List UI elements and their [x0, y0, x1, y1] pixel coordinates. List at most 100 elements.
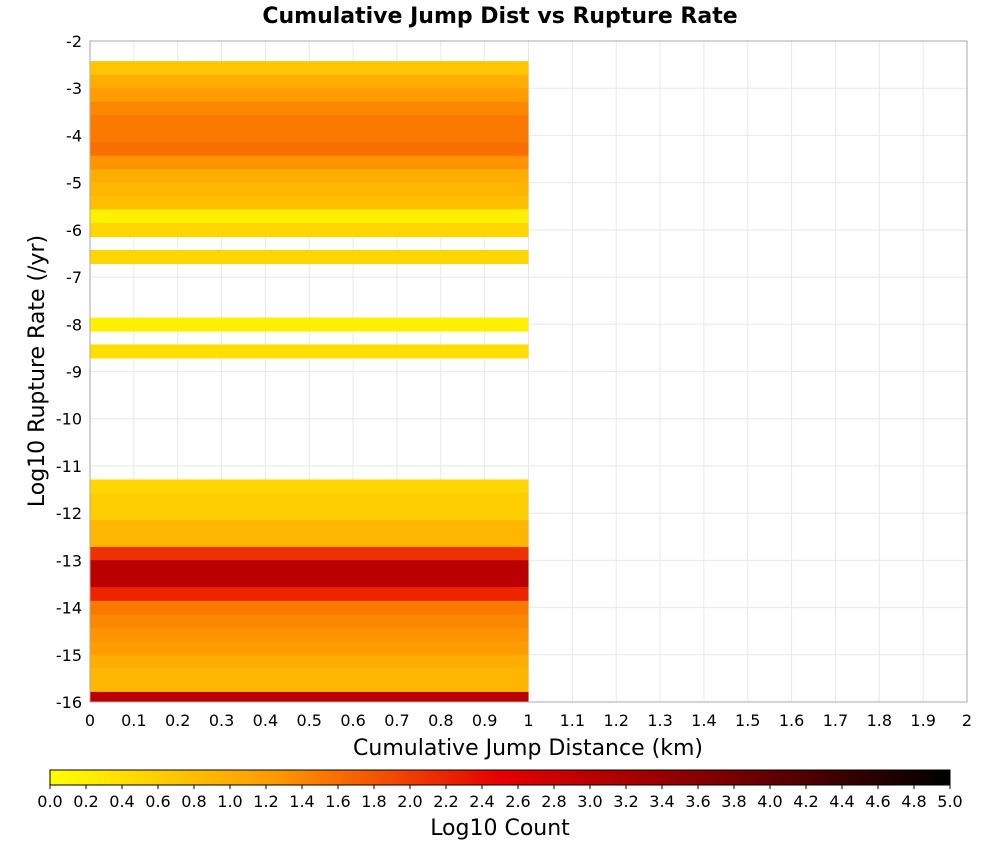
heatmap-cell	[90, 223, 529, 238]
chart-title: Cumulative Jump Dist vs Rupture Rate	[262, 4, 737, 29]
heatmap-cell	[90, 182, 529, 197]
heatmap-cell	[90, 560, 529, 575]
colorbar-tick-label: 3.8	[721, 792, 746, 811]
heatmap-cell	[90, 668, 529, 683]
y-tick-label: -4	[66, 126, 82, 145]
y-tick-label: -8	[66, 315, 82, 334]
colorbar-tick-label: 2.4	[469, 792, 494, 811]
y-tick-label: -5	[66, 174, 82, 193]
x-tick-label: 1	[523, 711, 533, 730]
heatmap-cell	[90, 546, 529, 561]
colorbar-tick-label: 4.2	[793, 792, 818, 811]
heatmap-cell	[90, 479, 529, 494]
colorbar-tick-label: 0.2	[73, 792, 98, 811]
colorbar-tick-label: 1.6	[325, 792, 350, 811]
y-tick-label: -13	[56, 551, 82, 570]
y-tick-label: -6	[66, 221, 82, 240]
heatmap-cell	[90, 196, 529, 211]
heatmap-cell	[90, 101, 529, 116]
heatmap-cell	[90, 587, 529, 602]
x-tick-label: 0.4	[253, 711, 278, 730]
colorbar-tick-label: 3.2	[613, 792, 638, 811]
heatmap-cell	[90, 492, 529, 507]
x-tick-label: 0.3	[209, 711, 234, 730]
y-tick-label: -16	[56, 693, 82, 712]
colorbar-tick-label: 0.8	[181, 792, 206, 811]
colorbar-tick-label: 3.0	[577, 792, 602, 811]
y-tick-label: -3	[66, 79, 82, 98]
colorbar-tick-label: 0.4	[109, 792, 134, 811]
x-tick-label: 1.6	[779, 711, 804, 730]
heatmap-cell	[90, 344, 529, 359]
x-tick-label: 0.2	[165, 711, 190, 730]
y-tick-label: -11	[56, 457, 82, 476]
colorbar-ticks: 0.0 0.2 0.4 0.6 0.8 1.0 1.2 1.4 1.6 1.8 2.0 2.2 2.4 2…	[37, 785, 963, 811]
colorbar-tick-label: 1.0	[217, 792, 242, 811]
colorbar-tick-label: 0.6	[145, 792, 170, 811]
x-tick-label: 0	[85, 711, 95, 730]
heatmap-cell	[90, 317, 529, 332]
heatmap-cell	[90, 691, 529, 703]
x-axis-label: Cumulative Jump Distance (km)	[353, 736, 703, 761]
colorbar-tick-label: 5.0	[937, 792, 962, 811]
x-tick-label: 0.8	[428, 711, 453, 730]
x-axis-ticks: 0 0.1 0.2 0.3 0.4 0.5 0.6 0.7 0.8 0.9 1 1.1 1.2 1.3 1.…	[85, 711, 972, 730]
x-tick-label: 1.8	[867, 711, 892, 730]
heatmap-cell	[90, 600, 529, 615]
colorbar-tick-label: 2.8	[541, 792, 566, 811]
y-tick-label: -2	[66, 32, 82, 51]
y-tick-label: -10	[56, 410, 82, 429]
y-tick-label: -12	[56, 504, 82, 523]
x-tick-label: 2	[962, 711, 972, 730]
heatmap-cell	[90, 88, 529, 103]
colorbar-tick-label: 2.2	[433, 792, 458, 811]
colorbar-tick-label: 0.0	[37, 792, 62, 811]
heatmap-cell	[90, 627, 529, 642]
heatmap-cell	[90, 74, 529, 89]
colorbar-tick-label: 3.4	[649, 792, 674, 811]
heatmap-cell	[90, 506, 529, 521]
heatmap-cell	[90, 654, 529, 669]
x-tick-label: 0.5	[297, 711, 322, 730]
y-axis-ticks: -2 -3 -4 -5 -6 -7 -8 -9 -10 -11 -12 -13 -14 -15 -16	[56, 32, 82, 712]
heatmap-cell	[90, 169, 529, 184]
x-tick-label: 1.1	[560, 711, 585, 730]
colorbar-tick-label: 2.6	[505, 792, 530, 811]
heatmap-cell	[90, 155, 529, 170]
x-tick-label: 0.9	[472, 711, 497, 730]
x-tick-label: 0.6	[340, 711, 365, 730]
heatmap-cell	[90, 128, 529, 143]
heatmap-cell	[90, 614, 529, 629]
colorbar-tick-label: 1.8	[361, 792, 386, 811]
x-tick-label: 0.1	[121, 711, 146, 730]
y-tick-label: -14	[56, 599, 82, 618]
colorbar-tick-label: 4.6	[865, 792, 890, 811]
y-tick-label: -9	[66, 363, 82, 382]
heatmap-cell	[90, 533, 529, 548]
x-tick-label: 1.3	[647, 711, 672, 730]
x-tick-label: 1.4	[691, 711, 716, 730]
heatmap-cell	[90, 114, 529, 129]
plot-border	[89, 40, 968, 703]
y-axis-label: Log10 Rupture Rate (/yr)	[25, 235, 50, 507]
x-tick-label: 1.7	[823, 711, 848, 730]
x-tick-label: 1.9	[910, 711, 935, 730]
colorbar	[49, 769, 951, 786]
colorbar-tick-label: 3.6	[685, 792, 710, 811]
x-tick-label: 0.7	[384, 711, 409, 730]
heatmap-cells	[90, 61, 529, 703]
colorbar-tick-label: 4.0	[757, 792, 782, 811]
colorbar-tick-label: 2.0	[397, 792, 422, 811]
heatmap-cell	[90, 573, 529, 588]
x-tick-label: 1.5	[735, 711, 760, 730]
heatmap-cell	[90, 142, 529, 157]
colorbar-tick-label: 1.4	[289, 792, 314, 811]
heatmap-cell	[90, 641, 529, 656]
y-tick-label: -15	[56, 646, 82, 665]
colorbar-label: Log10 Count	[430, 816, 570, 841]
colorbar-tick-label: 1.2	[253, 792, 278, 811]
heatmap-cell	[90, 520, 529, 535]
x-tick-label: 1.2	[603, 711, 628, 730]
colorbar-tick-label: 4.8	[901, 792, 926, 811]
